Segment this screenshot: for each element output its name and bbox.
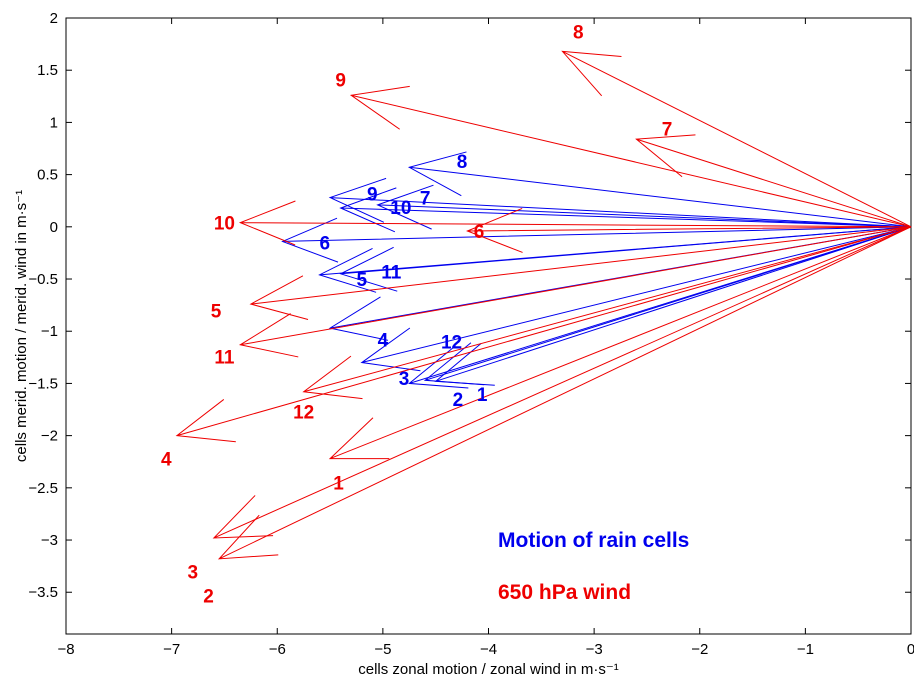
- legend-entry: Motion of rain cells: [498, 529, 689, 552]
- y-tick-label: 2: [50, 10, 58, 27]
- plot-area: [65, 17, 912, 635]
- wind-arrow-3: [212, 226, 912, 539]
- wind-label-2: 2: [203, 586, 214, 607]
- cell-motion-label-5: 5: [356, 270, 367, 291]
- cell-motion-arrow-3: [407, 226, 912, 389]
- cell-motion-arrow-4: [360, 226, 912, 372]
- wind-arrow-10: [238, 200, 912, 246]
- y-tick-label: −2.5: [28, 480, 58, 497]
- y-tick-label: 0: [50, 219, 58, 236]
- y-tick-label: −0.5: [28, 271, 58, 288]
- x-tick-label: −6: [269, 641, 286, 658]
- cell-motion-label-10: 10: [390, 198, 411, 219]
- wind-label-3: 3: [187, 562, 198, 583]
- cell-motion-label-1: 1: [477, 385, 488, 406]
- wind-label-7: 7: [662, 120, 673, 141]
- cell-motion-arrow-1: [434, 226, 912, 386]
- cell-motion-label-4: 4: [378, 331, 389, 352]
- y-axis-title: cells merid. motion / merid. wind in m·s…: [13, 190, 30, 462]
- wind-label-9: 9: [335, 71, 346, 92]
- cell-motion-label-12: 12: [441, 333, 462, 354]
- y-tick-label: −1: [41, 323, 58, 340]
- x-tick-label: −8: [57, 641, 74, 658]
- x-tick-label: 0: [907, 641, 914, 658]
- x-axis-title: cells zonal motion / zonal wind in m·s⁻¹: [358, 661, 619, 678]
- wind-label-11: 11: [214, 347, 235, 368]
- vector-arrows: [175, 50, 912, 560]
- y-tick-label: −2: [41, 428, 58, 445]
- y-tick-label: 1.5: [37, 62, 58, 79]
- wind-arrow-6: [466, 208, 912, 253]
- wind-arrow-12: [302, 226, 912, 400]
- y-tick-label: −1.5: [28, 375, 58, 392]
- x-tick-label: −7: [163, 641, 180, 658]
- y-tick-label: 1: [50, 114, 58, 131]
- y-tick-label: −3.5: [28, 584, 58, 601]
- x-tick-label: −2: [691, 641, 708, 658]
- wind-label-5: 5: [211, 301, 222, 322]
- x-tick-label: −3: [586, 641, 603, 658]
- plot-frame: [65, 17, 912, 635]
- y-tick-label: 0.5: [37, 167, 58, 184]
- wind-arrow-2: [217, 226, 912, 560]
- cell-motion-label-8: 8: [457, 152, 468, 173]
- wind-arrow-4: [175, 226, 912, 443]
- cell-motion-label-2: 2: [453, 390, 464, 411]
- cell-motion-arrow-5: [318, 226, 912, 293]
- x-tick-label: −1: [797, 641, 814, 658]
- x-tick-label: −5: [374, 641, 391, 658]
- wind-arrow-7: [635, 134, 912, 228]
- legend: Motion of rain cells 650 hPa wind: [498, 529, 689, 604]
- y-axis: 2 1.5 1 0.5 0 −0.5 −1 −1.5 −2 −2.5 −3 −3.5: [28, 10, 911, 601]
- wind-arrow-8: [561, 50, 912, 228]
- cell-motion-arrow-12: [328, 226, 912, 341]
- cell-motion-arrow-9: [328, 177, 912, 228]
- wind-arrow-1: [328, 226, 912, 460]
- cell-motion-label-7: 7: [420, 189, 431, 210]
- wind-arrow-11: [238, 226, 912, 358]
- cell-motion-label-9: 9: [367, 184, 378, 205]
- wind-label-1: 1: [333, 474, 344, 495]
- cell-motion-label-3: 3: [399, 369, 410, 390]
- y-tick-label: −3: [41, 532, 58, 549]
- wind-label-10: 10: [214, 214, 235, 235]
- cell-motion-arrow-6: [281, 217, 912, 263]
- wind-label-8: 8: [573, 23, 584, 44]
- cell-motion-arrow-8: [407, 151, 912, 228]
- cell-motion-arrow-7: [376, 184, 912, 230]
- x-tick-label: −4: [480, 641, 497, 658]
- wind-label-6: 6: [474, 222, 485, 243]
- wind-label-12: 12: [293, 403, 314, 424]
- x-axis: −8 −7 −6 −5 −4 −3 −2 −1 0: [57, 18, 914, 658]
- wind-label-4: 4: [161, 450, 172, 471]
- cell-motion-arrow-11: [339, 226, 912, 292]
- wind-arrow-9: [349, 85, 912, 228]
- legend-entry: 650 hPa wind: [498, 581, 631, 604]
- cell-motion-label-6: 6: [319, 233, 330, 254]
- cell-motion-label-11: 11: [381, 263, 402, 284]
